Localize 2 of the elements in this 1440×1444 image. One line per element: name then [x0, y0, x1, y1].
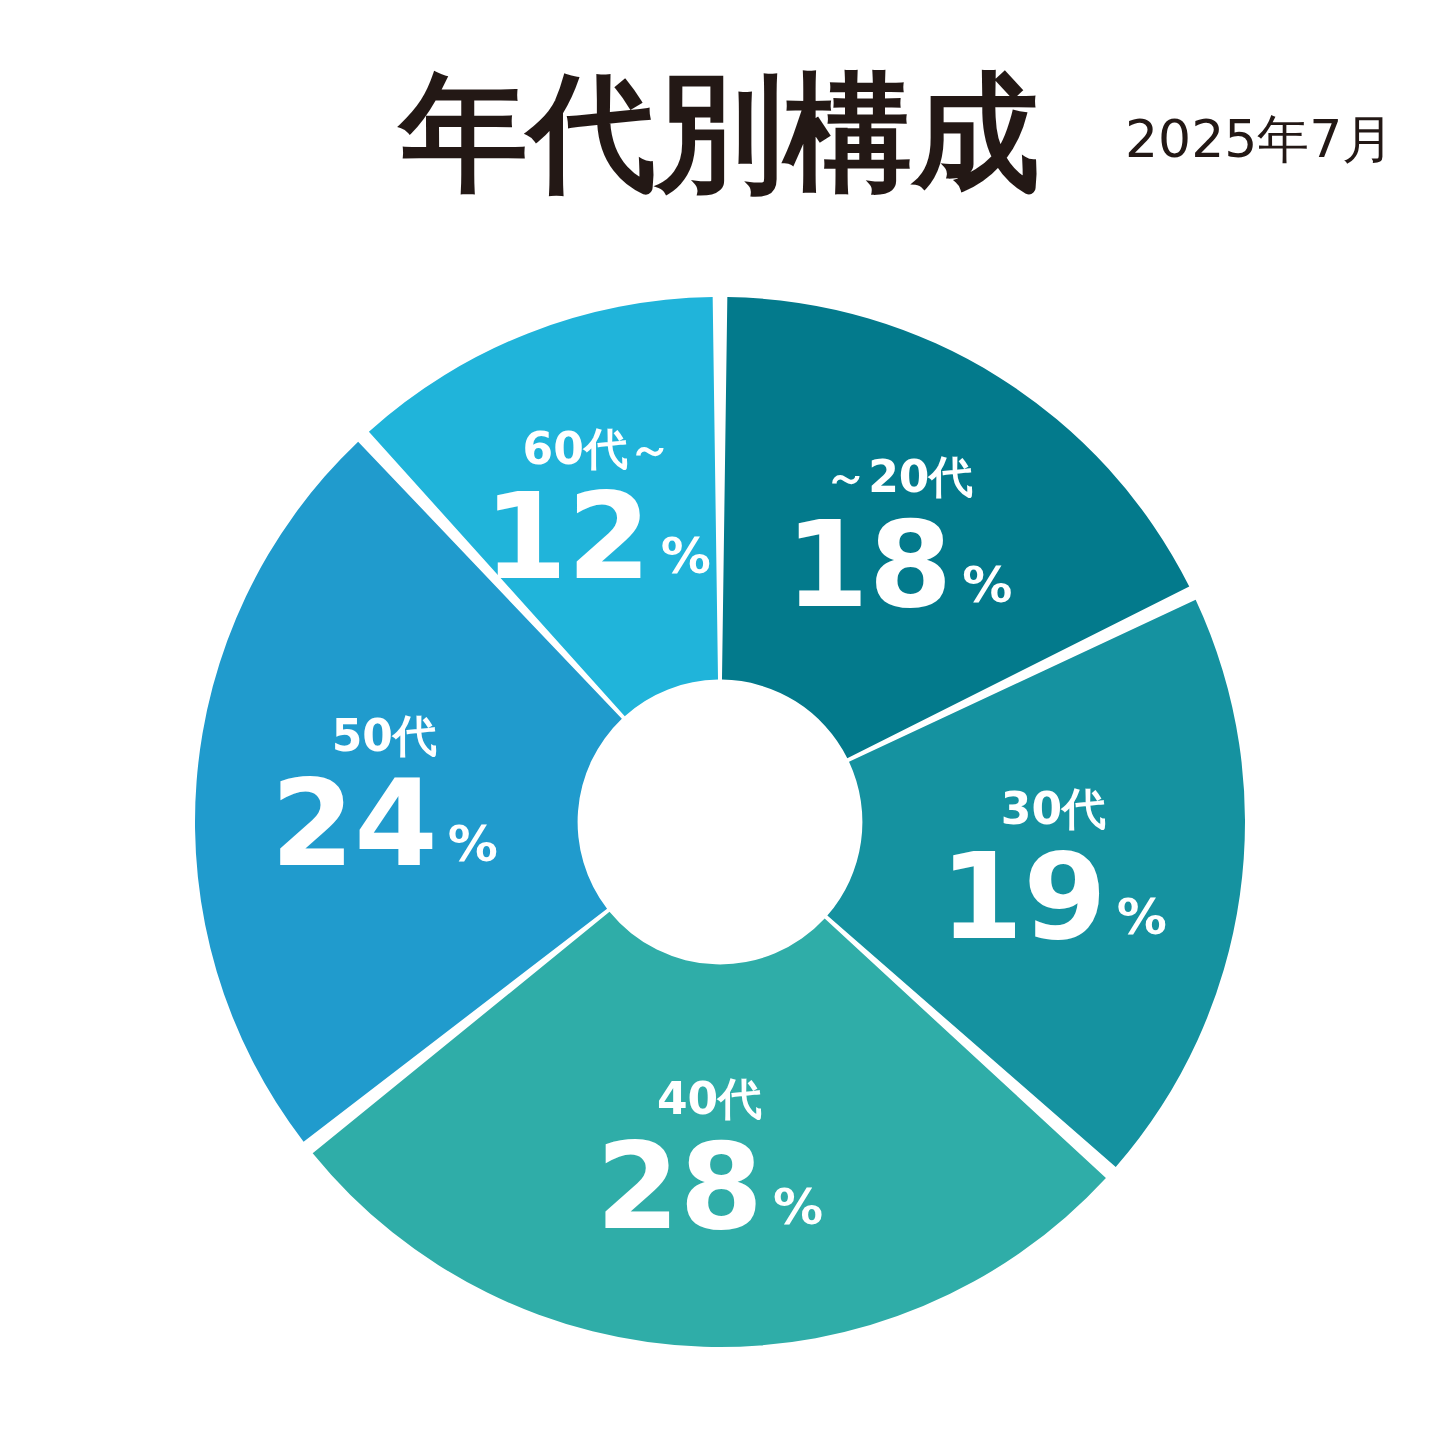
- chart-subtitle: 2025年7月: [1125, 109, 1395, 169]
- chart-title: 年代別構成: [397, 57, 1040, 207]
